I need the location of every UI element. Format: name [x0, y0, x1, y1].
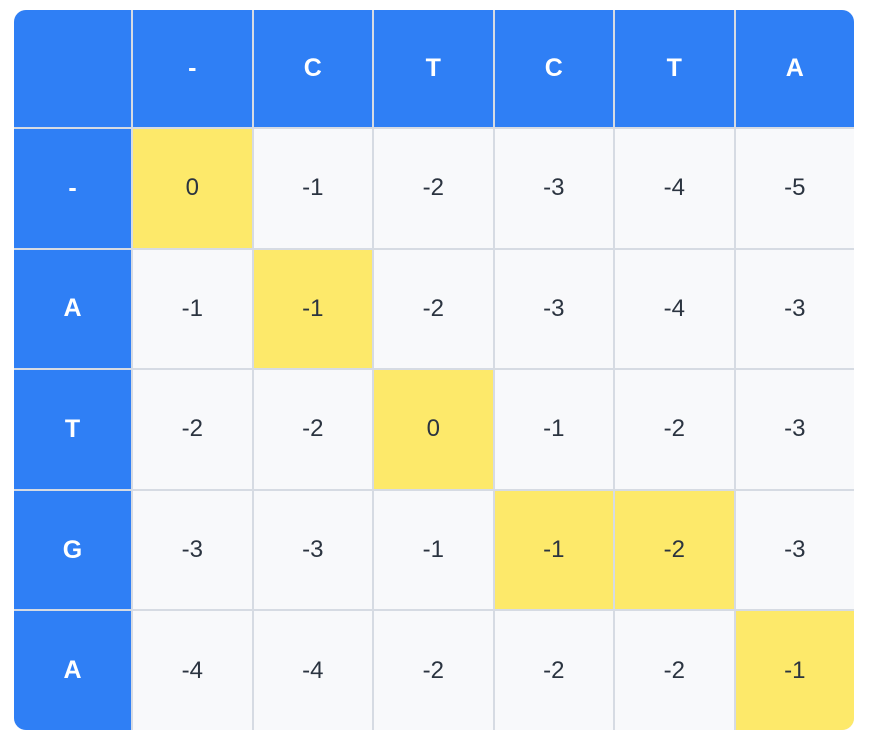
score-cell: -3: [735, 490, 854, 610]
score-cell: -2: [374, 249, 493, 369]
path-cell: 0: [374, 370, 493, 489]
column-header: T: [374, 10, 493, 127]
score-cell: -4: [253, 611, 372, 730]
row-header: T: [14, 370, 131, 489]
column-header: A: [735, 10, 854, 127]
row-header: G: [14, 490, 131, 610]
score-cell: -1: [133, 249, 252, 369]
score-cell: -2: [253, 370, 372, 489]
score-cell: -5: [735, 129, 854, 248]
row-header: A: [14, 249, 131, 369]
column-header: T: [615, 10, 734, 127]
score-cell: -2: [374, 611, 493, 730]
score-cell: -2: [615, 611, 734, 730]
row-header: -: [14, 129, 131, 248]
score-cell: -2: [494, 611, 613, 730]
score-cell: -3: [735, 370, 854, 489]
score-cell: -3: [253, 490, 372, 610]
path-cell: 0: [133, 129, 252, 248]
column-header: -: [133, 10, 252, 127]
path-cell: -2: [615, 490, 734, 610]
column-header: C: [494, 10, 613, 127]
column-header: C: [253, 10, 372, 127]
path-cell: -1: [735, 611, 854, 730]
score-cell: -3: [494, 249, 613, 369]
score-cell: -3: [735, 249, 854, 369]
score-cell: -4: [615, 249, 734, 369]
score-cell: -2: [133, 370, 252, 489]
path-cell: -1: [253, 249, 372, 369]
score-cell: -4: [615, 129, 734, 248]
score-cell: -2: [374, 129, 493, 248]
score-cell: -2: [615, 370, 734, 489]
score-cell: -1: [374, 490, 493, 610]
score-cell: -1: [253, 129, 372, 248]
path-cell: -1: [494, 490, 613, 610]
score-cell: -3: [133, 490, 252, 610]
score-cell: -1: [494, 370, 613, 489]
score-cell: -3: [494, 129, 613, 248]
row-header: A: [14, 611, 131, 730]
score-cell: -4: [133, 611, 252, 730]
matrix-corner: [14, 10, 131, 127]
alignment-matrix: - C T C T A - 0 -1 -2 -3 -4 -5 A -1 -1 -…: [14, 10, 854, 730]
